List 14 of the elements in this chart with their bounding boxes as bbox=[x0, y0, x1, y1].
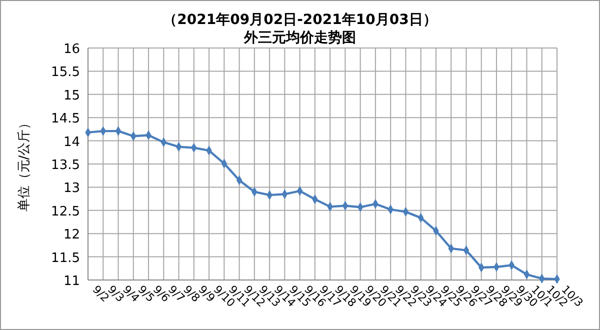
y-tick-label: 16 bbox=[63, 42, 80, 57]
y-tick-label: 13.5 bbox=[51, 158, 80, 173]
y-tick-label: 11.5 bbox=[51, 250, 80, 266]
y-tick-label: 14.5 bbox=[51, 112, 80, 127]
y-tick-label: 11 bbox=[63, 274, 80, 289]
chart-subtitle: 外三元均价走势图 bbox=[243, 30, 356, 46]
y-tick-label: 12 bbox=[63, 228, 80, 243]
y-tick-label: 15.5 bbox=[51, 65, 80, 80]
y-tick-label: 15 bbox=[63, 88, 80, 104]
y-tick-label: 12.5 bbox=[51, 204, 80, 220]
y-tick-label: 13 bbox=[63, 181, 80, 196]
y-tick-label: 14 bbox=[63, 134, 80, 150]
chart-title: （2021年09月02日-2021年10月03日） bbox=[163, 12, 437, 28]
y-axis-title: 单位（元/公斤） bbox=[17, 116, 32, 212]
